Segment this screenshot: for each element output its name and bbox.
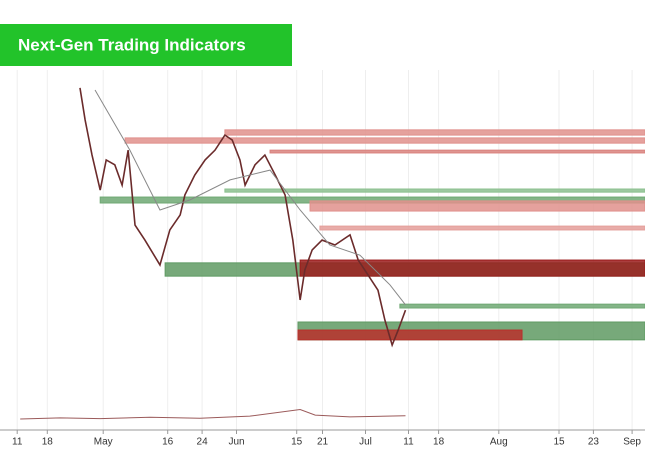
zone — [269, 149, 645, 154]
x-tick-label: 15 — [553, 437, 565, 448]
lines — [20, 87, 407, 420]
x-tick-label: Jun — [228, 437, 244, 448]
zones — [99, 129, 645, 341]
series-line — [20, 408, 406, 420]
x-tick-label: 23 — [588, 437, 600, 448]
zone — [319, 225, 645, 231]
zone — [399, 303, 645, 309]
chart-title: Next-Gen Trading Indicators — [18, 35, 246, 54]
x-tick-label: 11 — [403, 437, 414, 448]
x-tick-label: 15 — [291, 437, 303, 448]
title-box — [0, 24, 292, 66]
x-tick-label: 11 — [12, 437, 23, 448]
x-axis-labels: 11 18 May 16 24 Jun 15 21 Jul 11 18 Aug 15 23 Sep — [12, 430, 641, 448]
x-tick-label: 18 — [433, 437, 445, 448]
x-tick-label: 16 — [162, 437, 174, 448]
x-tick-label: 24 — [197, 437, 209, 448]
x-tick-label: 18 — [42, 437, 54, 448]
series-line — [94, 89, 406, 306]
zone — [224, 129, 645, 136]
zone — [299, 259, 645, 277]
x-tick-label: Jul — [359, 437, 372, 448]
zone — [224, 188, 645, 193]
zone — [309, 200, 645, 212]
x-tick-label: May — [94, 437, 113, 448]
x-tick-label: 21 — [317, 437, 329, 448]
x-tick-label: Aug — [490, 437, 508, 448]
zone — [124, 137, 645, 144]
series-line — [79, 87, 407, 348]
x-tick-label: Sep — [623, 437, 641, 448]
zone — [297, 329, 523, 341]
